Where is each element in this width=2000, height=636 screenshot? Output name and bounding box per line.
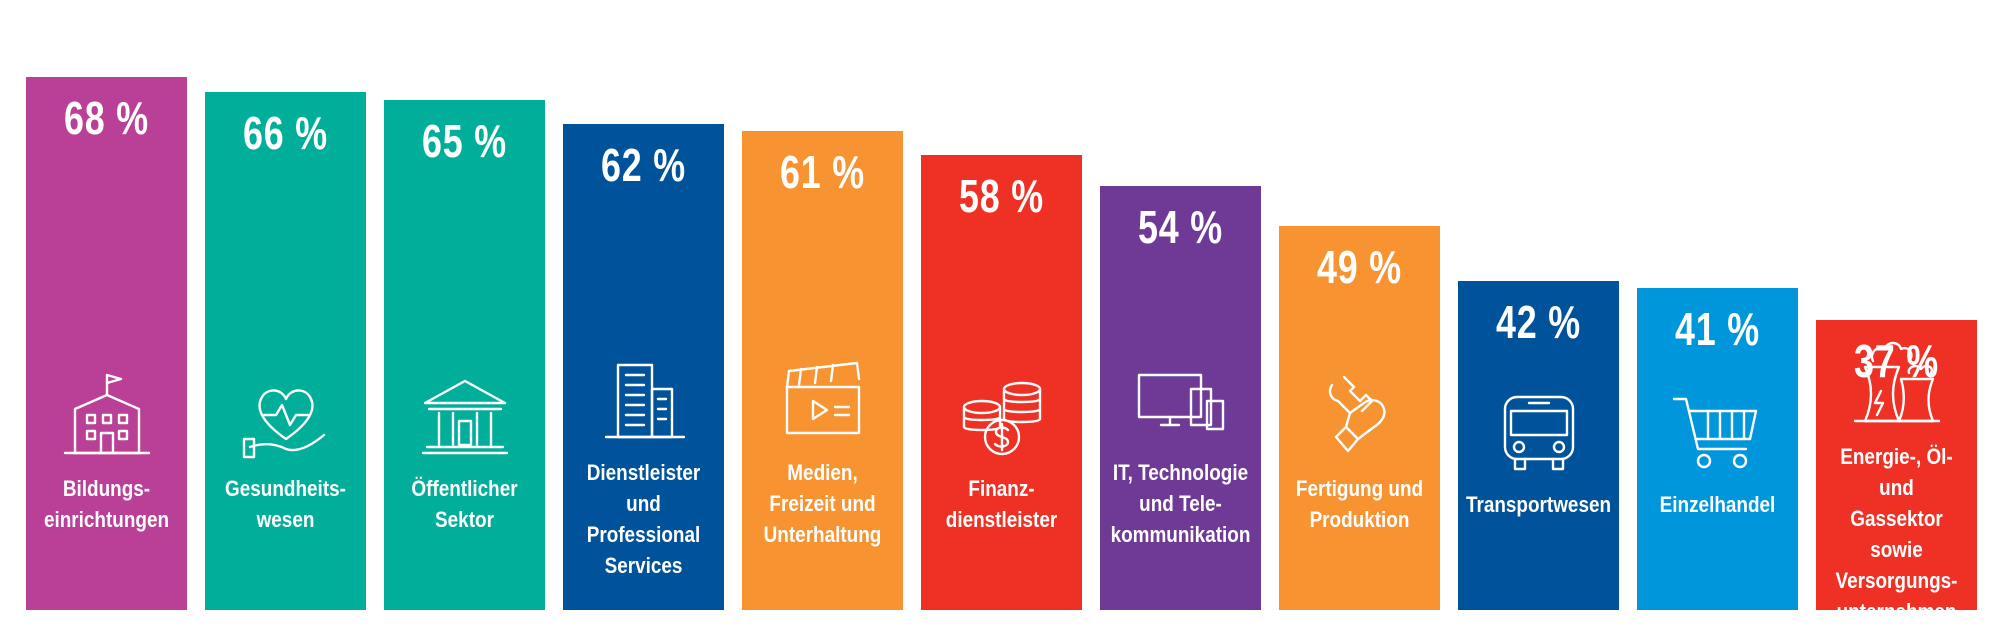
data-label: 58 %: [959, 169, 1044, 222]
data-label: 68 %: [64, 91, 149, 144]
data-label: 49 %: [1317, 240, 1402, 293]
category-label: Energie-, Öl- und Gassektor sowie Versor…: [1835, 443, 1958, 624]
clapperboard-icon: [773, 349, 873, 449]
data-label: 65 %: [422, 115, 507, 168]
data-label: 41 %: [1675, 303, 1760, 356]
heart-hand-icon: [236, 365, 336, 465]
category-label: Transportwesen: [1465, 491, 1612, 517]
data-label: 54 %: [1138, 201, 1223, 254]
bar: 65 % Öffentlicher Sektor: [384, 100, 545, 610]
category-label: Gesundheits- wesen: [225, 475, 346, 532]
bar: 62 % Dienstleister und Professional Servi…: [563, 123, 724, 610]
category-label: Dienstleister und Professional Services: [586, 459, 701, 578]
power-plant-icon: [1847, 333, 1947, 433]
data-label: 61 %: [780, 146, 865, 199]
bar: 58 % Finanz- dienstleister: [921, 154, 1082, 610]
bar: 41 % Einzelhandel: [1637, 288, 1798, 610]
category-label: IT, Technologie und Tele- kommunikation: [1110, 459, 1251, 547]
bar: 54 % IT, Technologie und Tele- kommunikat…: [1100, 186, 1261, 610]
data-label: 42 %: [1496, 295, 1581, 348]
category-label: Öffentlicher Sektor: [411, 475, 518, 532]
bar: 66 % Gesundheits- wesen: [205, 92, 366, 610]
devices-icon: [1131, 349, 1231, 449]
bar: 37 % Energie-, Öl- und Gassektor sowie Ve…: [1816, 319, 1977, 624]
bar: 68 % Bildungs- einrichtungen: [26, 76, 187, 610]
bar: 42 % Transportwesen: [1458, 280, 1619, 610]
government-building-icon: [415, 365, 515, 465]
bus-icon: [1489, 381, 1589, 481]
school-building-icon: [57, 365, 157, 465]
bar: 61 % Medien, Freizeit und Unterhaltung: [742, 131, 903, 610]
bar: 49 % Fertigung und Produktion: [1279, 225, 1440, 610]
data-label: 62 %: [601, 138, 686, 191]
coins-icon: [952, 365, 1052, 465]
category-label: Einzelhandel: [1659, 491, 1776, 517]
shopping-cart-icon: [1668, 381, 1768, 481]
office-tower-icon: [594, 349, 694, 449]
data-label: 66 %: [243, 107, 328, 160]
category-label: Fertigung und Produktion: [1295, 475, 1424, 532]
category-label: Finanz- dienstleister: [945, 475, 1058, 532]
wrench-hand-icon: [1310, 365, 1410, 465]
category-label: Medien, Freizeit und Unterhaltung: [763, 459, 882, 547]
category-label: Bildungs- einrichtungen: [43, 475, 170, 532]
